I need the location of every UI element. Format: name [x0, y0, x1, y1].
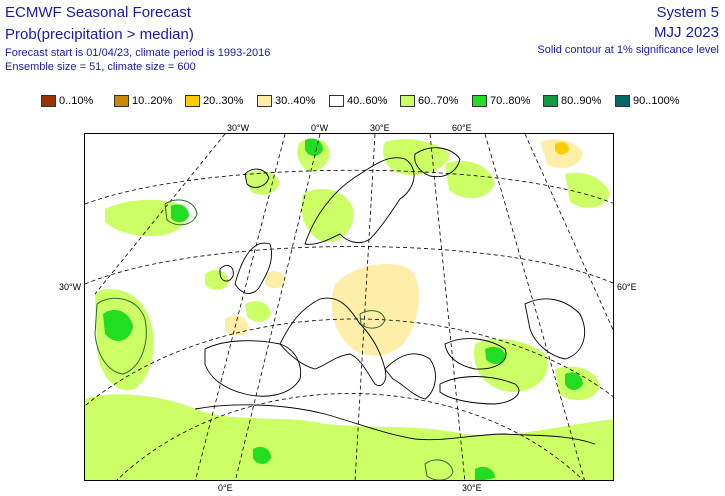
- legend-swatch: [257, 95, 272, 107]
- graticule: [85, 134, 613, 480]
- graticule-label-top: 60°E: [452, 123, 472, 133]
- legend-label: 60..70%: [418, 95, 459, 107]
- shade-strong-egypt: [475, 466, 495, 480]
- legend-label: 20..30%: [203, 95, 244, 107]
- coastlines: [194, 147, 596, 445]
- shade-strong-caucasus: [565, 372, 583, 390]
- shade-strong-turkey: [485, 346, 506, 365]
- forecast-info: Forecast start is 01/04/23, climate peri…: [5, 47, 271, 59]
- prob-60-70-areas: [85, 138, 613, 480]
- title: ECMWF Seasonal Forecast: [5, 4, 191, 21]
- legend-label: 0..10%: [59, 95, 94, 107]
- parallel-line: [85, 246, 613, 285]
- subtitle: Prob(precipitation > median): [5, 26, 194, 43]
- legend-swatch: [472, 95, 487, 107]
- shade-ural: [565, 172, 610, 208]
- contour-europe: [359, 310, 386, 329]
- coast-scandinavia: [304, 157, 415, 245]
- legend-swatch: [400, 95, 415, 107]
- legend-swatch: [543, 95, 558, 107]
- graticule-label-top: 30°W: [227, 123, 250, 133]
- graticule-label-right: 60°E: [617, 282, 637, 292]
- graticule-label-bottom: 30°E: [462, 483, 482, 493]
- shade-strong-north: [171, 204, 189, 223]
- shade-atlantic-north: [105, 199, 188, 237]
- shade-central-europe: [331, 264, 419, 356]
- legend-label: 30..40%: [275, 95, 316, 107]
- legend-swatch: [185, 95, 200, 107]
- meridian-line: [94, 134, 226, 295]
- shade-biscay: [225, 315, 249, 336]
- graticule-label-top: 30°E: [370, 123, 390, 133]
- parallel-line: [85, 318, 613, 407]
- shade-north-africa: [85, 394, 613, 480]
- graticule-label-bottom: 0°E: [218, 483, 233, 493]
- legend-label: 40..60%: [347, 95, 388, 107]
- graticule-label-left: 30°W: [59, 282, 82, 292]
- meridian-line: [195, 134, 286, 480]
- shade-blob-2: [245, 301, 271, 322]
- contour-atlantic: [94, 297, 147, 375]
- ensemble-info: Ensemble size = 51, climate size = 600: [5, 61, 196, 73]
- shade-strong-iceland: [305, 138, 323, 156]
- legend-swatch: [114, 95, 129, 107]
- legend-label: 10..20%: [132, 95, 173, 107]
- shade-channel: [265, 271, 285, 289]
- coast-france-italy: [279, 297, 387, 387]
- parallel-line: [85, 169, 613, 205]
- coast-iceland: [244, 168, 270, 188]
- meridian-line: [235, 134, 321, 480]
- legend-swatch: [41, 95, 56, 107]
- coast-turkey: [439, 376, 520, 405]
- forecast-map: [84, 133, 614, 481]
- significance-contours: [94, 199, 454, 480]
- shade-blob-1: [205, 269, 229, 290]
- coast-caspian: [524, 298, 585, 360]
- shade-strong-atlantic: [103, 310, 133, 341]
- legend-label: 90..100%: [633, 95, 680, 107]
- coast-north-africa: [194, 404, 596, 445]
- coast-iberia: [204, 340, 302, 397]
- system-label: System 5: [656, 4, 719, 21]
- contour-libya: [424, 459, 454, 480]
- map-canvas: [85, 134, 613, 480]
- significance-note: Solid contour at 1% significance level: [537, 44, 719, 56]
- meridian-line: [524, 134, 613, 331]
- prob-70-80-areas: [103, 138, 583, 480]
- coast-black-sea: [444, 338, 507, 370]
- legend-swatch: [329, 95, 344, 107]
- meridian-line: [429, 134, 466, 480]
- contour-north: [164, 199, 198, 226]
- shade-kola: [383, 139, 450, 175]
- graticule-label-top: 0°W: [311, 123, 329, 133]
- meridian-line: [484, 134, 585, 480]
- shade-scandinavia-west: [301, 189, 354, 243]
- coast-balkans: [384, 353, 436, 400]
- parallel-line: [116, 393, 584, 480]
- prob-20-30-area: [555, 142, 569, 155]
- coast-ireland: [219, 265, 234, 282]
- coast-white-sea: [414, 147, 461, 178]
- shade-russia-north: [445, 160, 495, 199]
- coast-british-isles: [234, 242, 272, 294]
- period-label: MJJ 2023: [653, 24, 719, 41]
- legend-swatch: [615, 95, 630, 107]
- legend-label: 80..90%: [561, 95, 602, 107]
- legend-label: 70..80%: [490, 95, 531, 107]
- shade-atlantic-west: [95, 289, 154, 391]
- shade-anatolia: [474, 338, 548, 393]
- shade-strong-africa: [253, 446, 271, 464]
